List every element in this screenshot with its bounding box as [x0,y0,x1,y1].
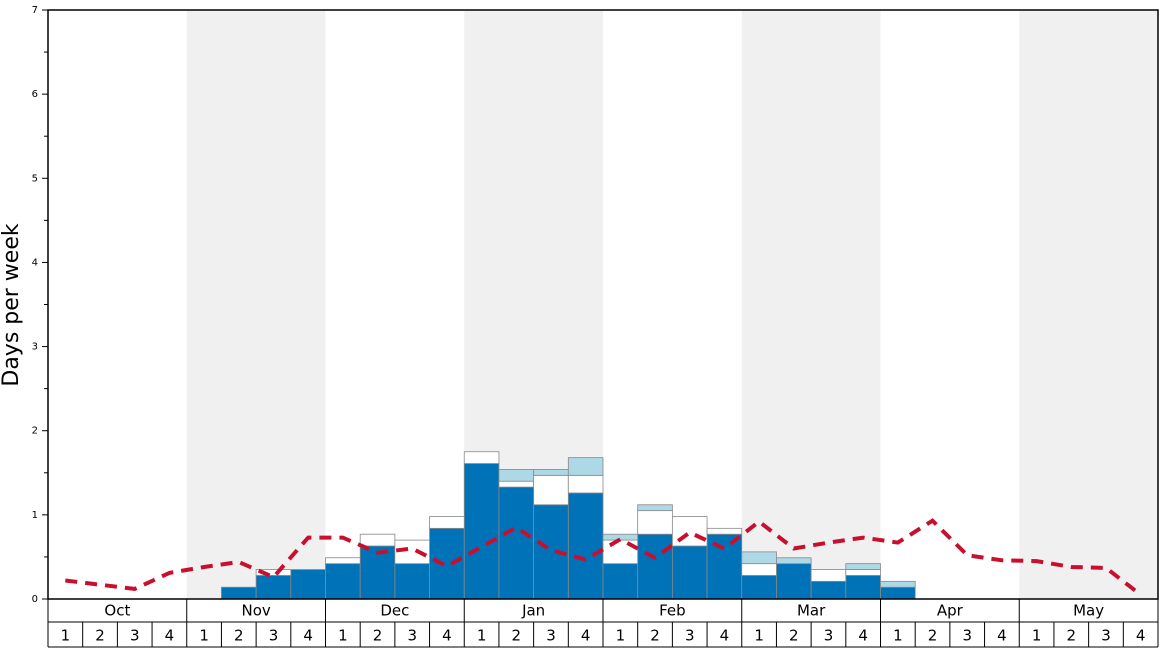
bar-segment [567,492,604,600]
bar-segment [325,557,361,565]
y-tick-label: 6 [32,89,38,100]
bar-segment [776,563,812,600]
week-label: 2 [373,627,383,645]
bar-segment [290,569,326,600]
bar-segment [602,533,639,541]
week-label: 3 [407,627,417,645]
week-label: 4 [1136,627,1146,645]
y-tick-label: 1 [32,510,38,521]
bar-segment [671,545,708,600]
week-label: 2 [512,627,522,645]
week-label: 3 [546,627,556,645]
y-tick-label: 0 [32,594,38,605]
week-label: 1 [893,627,903,645]
bar-segment [567,474,604,494]
week-label: 2 [95,627,105,645]
bar-segment [567,457,604,476]
week-label: 2 [1067,627,1077,645]
week-label: 1 [1032,627,1042,645]
bar-segment [637,510,673,535]
week-label: 3 [130,627,140,645]
bar-segment [741,575,777,600]
week-label: 1 [477,627,487,645]
week-label: 1 [61,627,71,645]
bar-segment [845,569,881,576]
y-tick-label: 5 [32,173,38,184]
y-axis-label: Days per week [0,223,24,386]
bar-segment [810,569,847,582]
bar-segment [498,486,535,600]
week-label: 2 [928,627,938,645]
trend-line [65,518,1142,597]
bar-segment [706,533,743,600]
week-label: 4 [720,627,730,645]
bar-segment [394,539,430,565]
bar-segment [255,575,292,600]
bar-segment [255,569,292,576]
week-label: 3 [269,627,279,645]
week-label: 2 [234,627,244,645]
week-label: 2 [650,627,660,645]
week-label: 1 [338,627,348,645]
week-label: 4 [303,627,313,645]
week-label: 3 [824,627,834,645]
week-label: 3 [685,627,695,645]
week-label: 4 [858,627,868,645]
bar-segment [498,469,535,482]
y-tick-label: 7 [32,5,38,16]
month-shade [1019,10,1158,599]
bar-segment [429,527,465,600]
week-label: 1 [616,627,626,645]
week-label: 4 [581,627,591,645]
bar-segment [880,586,916,600]
bar-segment [741,563,777,576]
week-label: 1 [754,627,764,645]
bar-segment [637,533,673,600]
month-label: Dec [380,602,409,620]
bar-segment [429,516,465,529]
bar-segment [706,527,743,535]
month-label: May [1073,602,1104,620]
y-tick-label: 3 [32,342,38,353]
bar-segment [533,474,569,506]
month-shade [741,10,881,599]
month-label: Feb [659,602,686,620]
y-tick-label: 4 [32,257,38,268]
month-label: Oct [104,602,130,620]
bar-segment [325,563,361,600]
bar-segment [533,469,569,476]
bar-segment [463,463,500,600]
week-label: 4 [997,627,1007,645]
week-label: 3 [962,627,972,645]
bar-segment [671,516,708,547]
bar-segment [776,557,812,565]
month-label: Apr [937,602,964,620]
bar-segment [845,575,881,600]
bar-segment [498,480,535,488]
week-label: 2 [789,627,799,645]
bar-segment [359,533,396,547]
y-tick-label: 2 [32,426,38,437]
bar-segment [810,580,847,600]
bar-segment [394,563,430,600]
month-shade [186,10,326,599]
bar-segment [880,580,916,588]
bar-segment [463,451,500,464]
week-label: 1 [199,627,209,645]
bar-segment [602,563,639,600]
bar-segment [221,586,257,600]
week-label: 4 [442,627,452,645]
month-label: Mar [797,602,826,620]
month-label: Nov [241,602,270,620]
week-label: 3 [1101,627,1111,645]
bar-segment [637,504,673,512]
month-label: Jan [521,602,545,620]
bar-segment [741,551,777,565]
week-label: 4 [165,627,175,645]
bar-segment [845,563,881,570]
